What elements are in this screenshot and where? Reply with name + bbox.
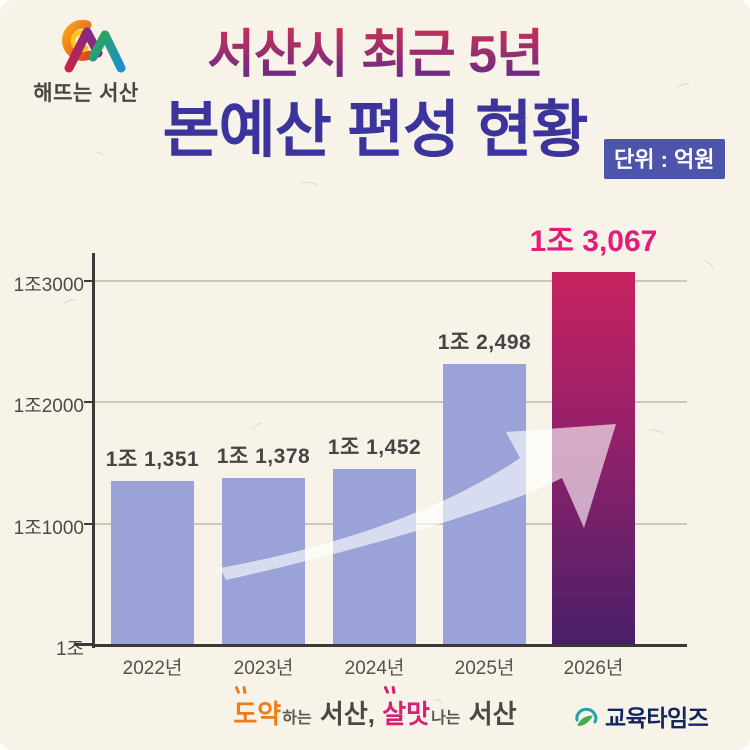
- bar-value-label: 1조 3,067: [529, 225, 658, 258]
- slogan-seosan-1: 서산,: [319, 699, 375, 729]
- bar-2025년: [443, 364, 526, 647]
- unit-badge: 단위 : 억원: [604, 139, 725, 179]
- bar-2023년: [222, 478, 305, 647]
- bar-2024년: [333, 469, 416, 647]
- bar-highlight-2026년: [552, 272, 635, 647]
- gridline: [92, 280, 687, 282]
- paper-fiber: [647, 428, 665, 438]
- x-axis-line: [92, 644, 687, 647]
- axis-tick: [84, 280, 92, 282]
- slogan-rest-1: [313, 699, 320, 730]
- city-slogan: 도약하는 서산, 살맛나는 서산: [0, 694, 750, 731]
- paper-fiber: [699, 257, 716, 273]
- y-axis-label: 1조2000: [13, 396, 84, 417]
- bar-value-label: 1조 1,452: [327, 436, 422, 459]
- slogan-accent-2: 살맛: [382, 694, 430, 731]
- paper-fiber: [251, 421, 266, 433]
- x-axis-label: 2026년: [563, 658, 624, 679]
- slogan-seosan-2: 서산: [468, 699, 517, 729]
- axis-tick: [84, 401, 92, 403]
- slogan-space: [375, 699, 382, 730]
- x-axis-label: 2022년: [122, 658, 183, 679]
- press-logo-leaf-icon: [575, 707, 598, 726]
- press-logo-text: 교육타임즈: [605, 705, 709, 731]
- city-logo: 해뜨는 서산: [26, 16, 146, 107]
- x-axis-label: 2023년: [233, 658, 294, 679]
- slogan-accent-1: 도약: [233, 694, 281, 731]
- axis-tick: [74, 643, 92, 646]
- page-title-line1: 서산시 최근 5년: [0, 24, 750, 86]
- y-axis-label: 1조3000: [13, 275, 84, 296]
- press-logo: 교육타임즈: [572, 699, 709, 733]
- city-logo-text: 해뜨는 서산: [33, 82, 139, 105]
- bar-value-label: 1조 1,351: [105, 448, 200, 471]
- slogan-space-2: [462, 699, 469, 730]
- y-axis-label: 1조1000: [13, 518, 84, 539]
- sunrise-seosan-logo-icon: [62, 19, 126, 73]
- slogan-small-2: 나는: [431, 710, 461, 727]
- gridline: [92, 401, 687, 403]
- paper-fiber: [61, 297, 79, 309]
- paper-fiber: [299, 180, 319, 190]
- slogan-small-1: 하는: [282, 710, 312, 727]
- bar-2022년: [111, 481, 194, 647]
- x-axis-label: 2024년: [344, 658, 405, 679]
- y-axis-label: 1조: [55, 639, 84, 660]
- bar-value-label: 1조 2,498: [437, 331, 532, 354]
- page-title-line2: 본예산 편성 현황: [162, 96, 589, 165]
- x-axis-label: 2025년: [454, 658, 515, 679]
- axis-tick: [84, 523, 92, 525]
- y-axis-line: [92, 253, 95, 648]
